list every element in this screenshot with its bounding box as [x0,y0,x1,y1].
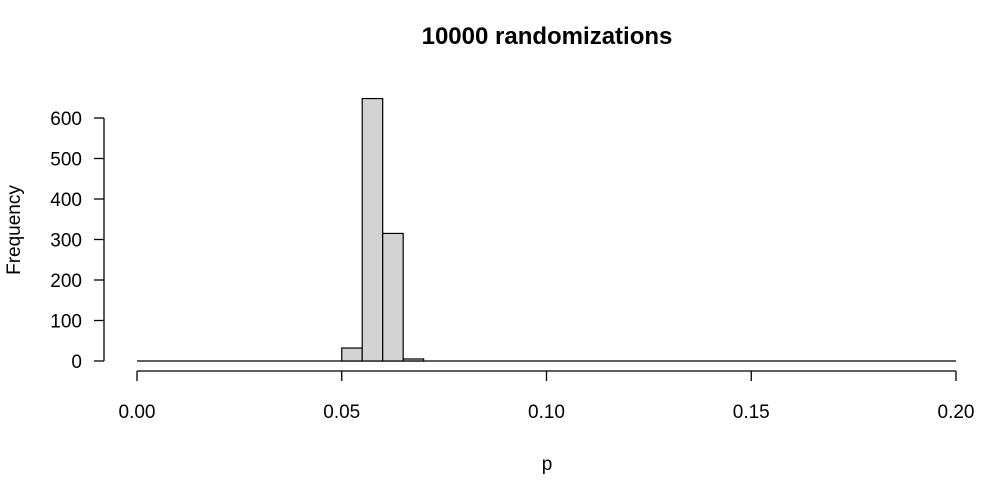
x-axis-label: p [542,454,553,475]
y-axis: 0 100 200 300 400 500 600 [50,109,105,373]
x-tick-label: 0.20 [938,402,975,423]
x-tick-label: 0.15 [733,402,770,423]
x-tick-label: 0.00 [119,402,156,423]
chart-title: 10000 randomizations [422,23,673,50]
y-axis-label: Frequency [4,185,25,275]
histogram-bar [402,358,425,362]
y-tick-label: 0 [71,352,82,373]
x-tick-label: 0.05 [323,402,360,423]
y-tick-label: 200 [50,271,82,292]
histogram-bars [341,97,425,362]
x-tick-label: 0.10 [528,402,565,423]
y-tick-label: 100 [50,312,82,333]
x-axis: 0.00 0.05 0.10 0.15 0.20 [119,370,975,423]
histogram-bar [341,347,363,362]
y-tick-label: 500 [50,150,82,171]
y-tick-label: 400 [50,190,82,211]
histogram-bar [361,97,384,362]
y-tick-label: 600 [50,109,82,130]
y-tick-label: 300 [50,231,82,252]
histogram-bar [382,232,404,362]
